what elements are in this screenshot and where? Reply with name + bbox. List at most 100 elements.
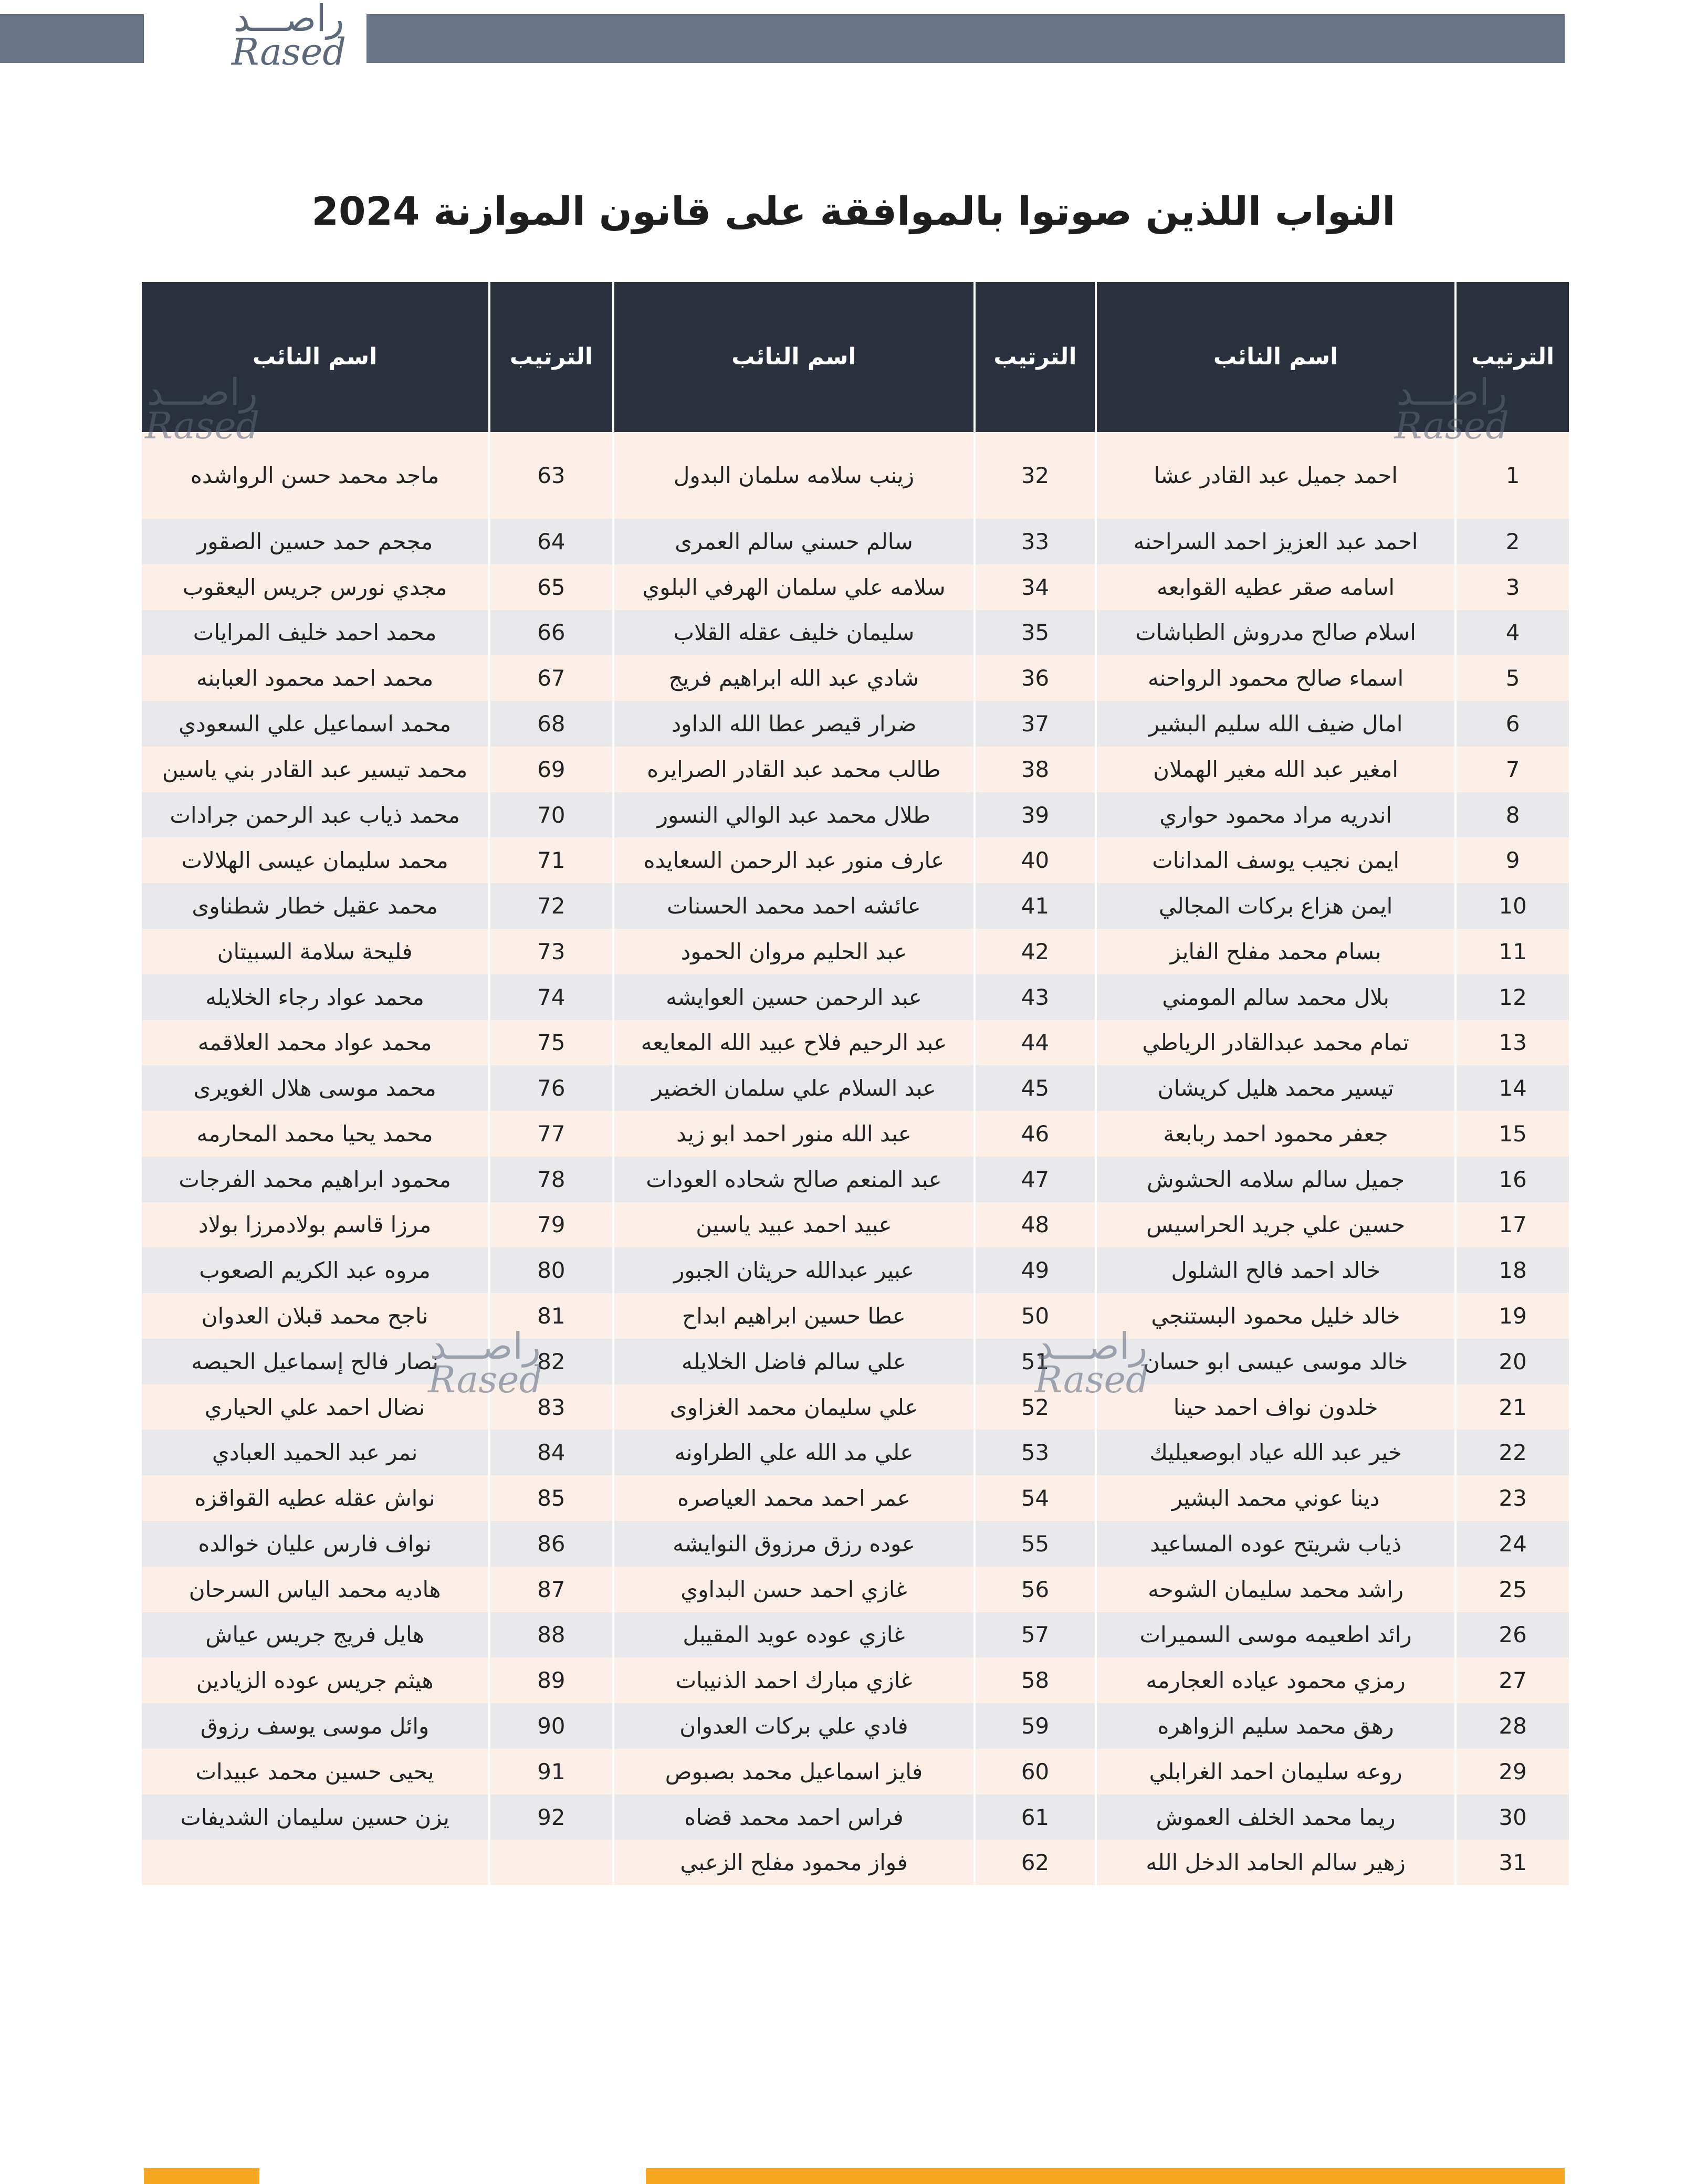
cell: شادي عبد الله ابراهيم فريج [612,655,973,701]
cell: 85 [488,1475,612,1521]
cell: علي مد الله علي الطراونه [612,1430,973,1476]
cell: عبد الله منور احمد ابو زيد [612,1111,973,1157]
cell: خلدون نواف احمد حينا [1094,1384,1455,1430]
cell: اسلام صالح مدروش الطباشات [1094,610,1455,656]
cell [488,1840,612,1886]
cell: 63 [488,432,612,519]
cell: 75 [488,1020,612,1066]
cell: مروه عبد الكريم الصعوب [139,1247,488,1294]
cell: عبير عبدالله حريثان الجبور [612,1247,973,1294]
header-cell: الترتيب [1454,281,1569,433]
cell: هيثم جريس عوده الزيادين [139,1657,488,1704]
cell: امال ضيف الله سليم البشير [1094,701,1455,747]
cell: طلال محمد عبد الوالي النسور [612,792,973,838]
cell: ذياب شريتح عوده المساعيد [1094,1521,1455,1567]
header-cell: اسم النائب [139,281,488,433]
cell: 81 [488,1293,612,1339]
cell: 62 [973,1840,1095,1886]
cell: 36 [973,655,1095,701]
cell: 27 [1454,1657,1569,1704]
cell: 39 [973,792,1095,838]
cell: 45 [973,1065,1095,1111]
cell: عبد الرحمن حسين العوايشه [612,974,973,1020]
cell: ريما محمد الخلف العموش [1094,1794,1455,1840]
cell: 7 [1454,746,1569,792]
logo: راصـــد Rased [221,0,357,70]
cell: مجحم حمد حسين الصقور [139,519,488,564]
cell: عبد المنعم صالح شحاده العودات [612,1156,973,1202]
cell: 47 [973,1156,1095,1202]
cell: 67 [488,655,612,701]
cell: ايمن نجيب يوسف المدانات [1094,837,1455,884]
cell: روعه سليمان احمد الغرابلي [1094,1748,1455,1794]
cell: 74 [488,974,612,1020]
cell: 29 [1454,1748,1569,1794]
cell: سليمان خليف عقله القلاب [612,610,973,656]
cell: 71 [488,837,612,884]
cell: 4 [1454,610,1569,656]
cell: 2 [1454,519,1569,564]
cell: 88 [488,1612,612,1658]
cell: 21 [1454,1384,1569,1430]
cell: عبيد احمد عبيد ياسين [612,1202,973,1248]
cell: رهق محمد سليم الزواهره [1094,1703,1455,1749]
cell: احمد جميل عبد القادر عشا [1094,432,1455,519]
cell: فليحة سلامة السبيتان [139,928,488,974]
cell: 90 [488,1703,612,1749]
cell: فراس احمد محمد قضاه [612,1794,973,1840]
cell: 59 [973,1703,1095,1749]
cell: عبد الحليم مروان الحمود [612,928,973,974]
cell: 1 [1454,432,1569,519]
cell: اسماء صالح محمود الرواحنه [1094,655,1455,701]
footer-bar [144,2168,259,2184]
cell: 18 [1454,1247,1569,1294]
cell: تمام محمد عبدالقادر الرياطي [1094,1020,1455,1066]
header-cell: اسم النائب [1094,281,1455,433]
header-cell: الترتيب [488,281,612,433]
cell: ماجد محمد حسن الرواشده [139,432,488,519]
cell: غازي عوده عويد المقيبل [612,1612,973,1658]
cell: 66 [488,610,612,656]
cell: 55 [973,1521,1095,1567]
cell: 79 [488,1202,612,1248]
cell: محمد ذياب عبد الرحمن جرادات [139,792,488,838]
cell: نواش عقله عطيه القواقزه [139,1475,488,1521]
cell: 84 [488,1430,612,1476]
cell: 57 [973,1612,1095,1658]
cell: دينا عوني محمد البشير [1094,1475,1455,1521]
cell: 5 [1454,655,1569,701]
header-cell: الترتيب [973,281,1095,433]
cell: 48 [973,1202,1095,1248]
cell: 72 [488,883,612,929]
cell: اسامه صقر عطيه القوابعه [1094,564,1455,610]
cell: محمد عقيل خطار شطناوى [139,883,488,929]
cell: عوده رزق مرزوق النوايشه [612,1521,973,1567]
cell: ضرار قيصر عطا الله الداود [612,701,973,747]
cell: عبد الرحيم فلاح عبيد الله المعايعه [612,1020,973,1066]
cell: خير عبد الله عياد ابوصعيليك [1094,1430,1455,1476]
cell: 80 [488,1247,612,1294]
cell: فواز محمود مفلح الزعبي [612,1840,973,1886]
cell: رائد اطعيمه موسى السميرات [1094,1612,1455,1658]
cell: 34 [973,564,1095,610]
cell: عمر احمد محمد العياصره [612,1475,973,1521]
logo-arabic: راصـــد [233,0,344,40]
cell: نضال احمد علي الحياري [139,1384,488,1430]
cell: مرزا قاسم بولادمرزا بولاد [139,1202,488,1248]
cell: غازي احمد حسن البداوي [612,1566,973,1612]
header-bar [366,14,1565,63]
cell: محمد تيسير عبد القادر بني ياسين [139,746,488,792]
cell: 54 [973,1475,1095,1521]
cell: 64 [488,519,612,564]
cell: علي سالم فاضل الخلايله [612,1338,973,1384]
cell: 43 [973,974,1095,1020]
cell: 40 [973,837,1095,884]
cell: 52 [973,1384,1095,1430]
logo-latin: Rased [231,30,347,74]
cell: 23 [1454,1475,1569,1521]
cell: 32 [973,432,1095,519]
cell: 19 [1454,1293,1569,1339]
cell: خالد خليل محمود البستنجي [1094,1293,1455,1339]
cell: 37 [973,701,1095,747]
